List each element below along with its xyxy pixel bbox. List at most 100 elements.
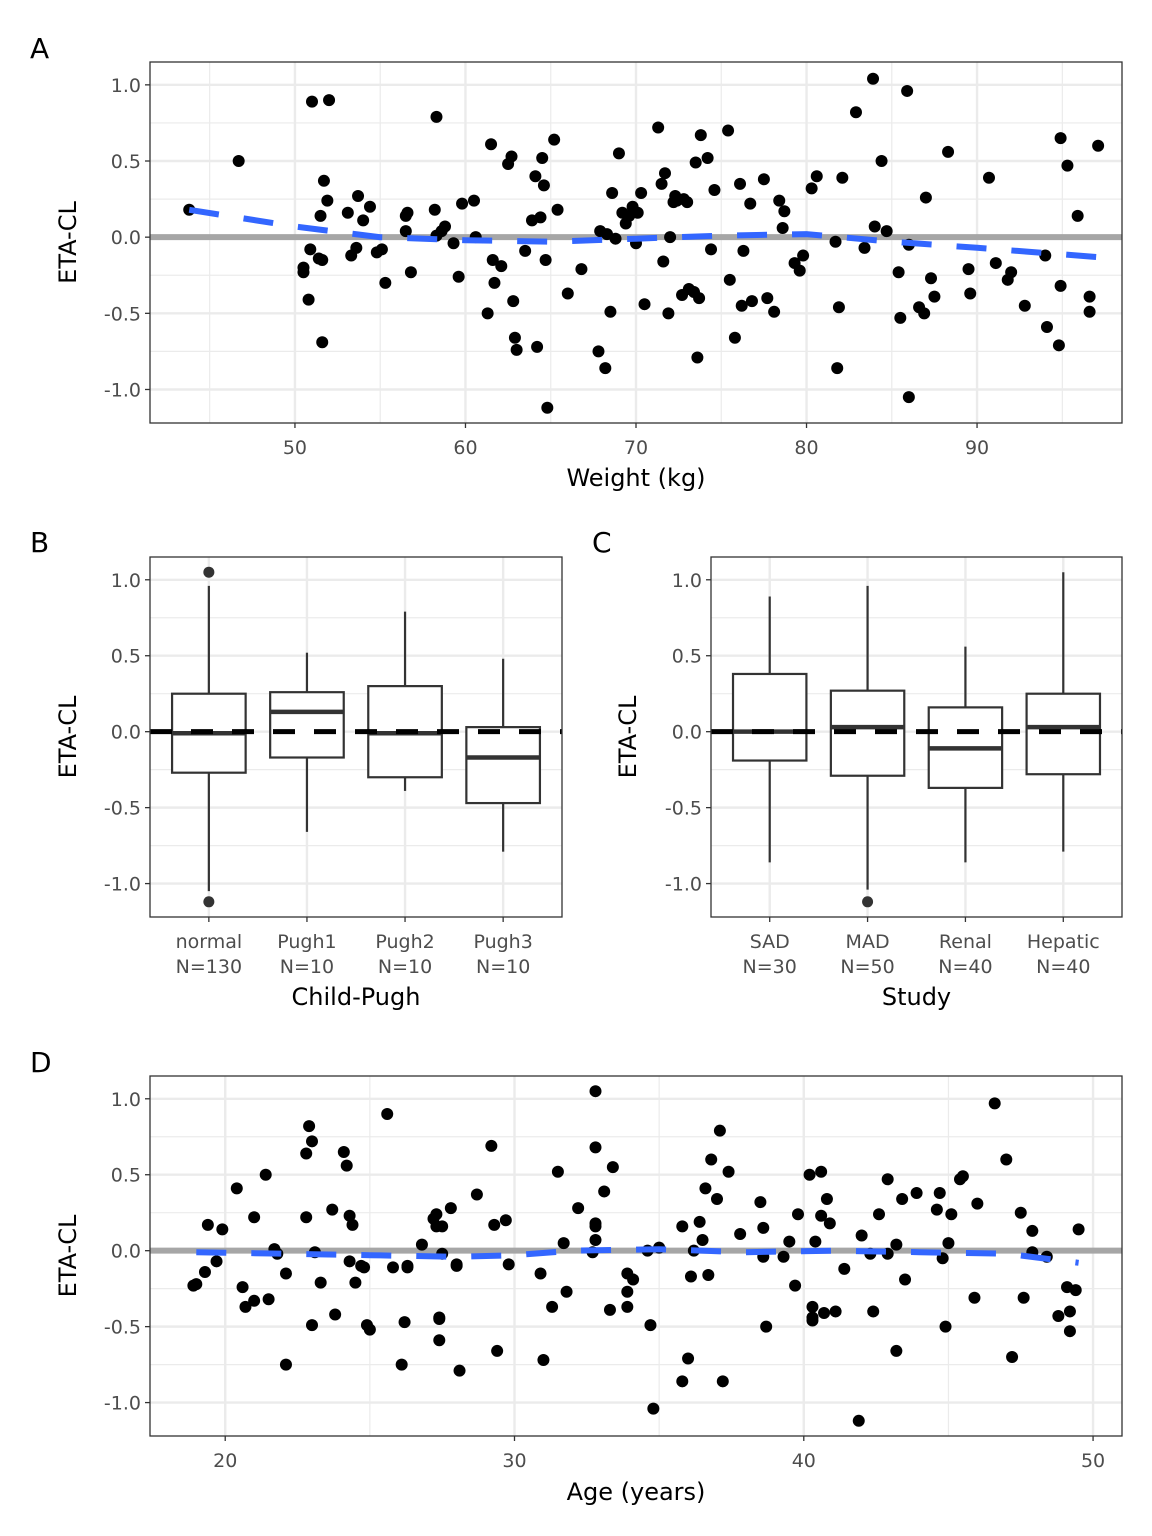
data-point <box>621 1300 634 1313</box>
data-point <box>635 186 648 199</box>
data-point <box>696 1234 709 1247</box>
x-tick-label: 80 <box>794 437 818 459</box>
data-point <box>773 194 786 207</box>
data-point <box>1083 290 1096 303</box>
data-point <box>867 72 880 85</box>
data-point <box>735 299 748 312</box>
x-axis-title: Age (years) <box>567 1478 706 1506</box>
data-point <box>658 167 671 180</box>
data-point <box>621 1285 634 1298</box>
data-point <box>300 1211 313 1224</box>
data-point <box>711 1193 723 1206</box>
data-point <box>546 1300 559 1313</box>
data-point <box>323 94 336 107</box>
data-point <box>444 1202 457 1215</box>
y-tick-label: -1.0 <box>104 379 141 401</box>
data-point <box>329 1308 342 1321</box>
data-point <box>873 1208 885 1221</box>
data-point <box>606 1161 619 1174</box>
data-point <box>693 1215 706 1228</box>
data-point <box>962 263 975 276</box>
data-point <box>557 1237 570 1250</box>
data-point <box>699 1182 712 1195</box>
x-tick-count-label: N=50 <box>840 956 894 978</box>
y-axis-title: ETA-CL <box>54 1214 82 1297</box>
data-point <box>1005 266 1018 279</box>
data-point <box>210 1255 223 1268</box>
data-point <box>609 232 622 245</box>
data-point <box>529 170 542 183</box>
data-point <box>502 1258 515 1271</box>
data-point <box>1052 1310 1065 1322</box>
plot-border <box>149 1075 1123 1437</box>
data-point <box>919 191 932 204</box>
data-point <box>855 1229 868 1242</box>
data-point <box>603 1303 616 1316</box>
smooth-trend-line <box>188 206 1097 260</box>
data-point <box>838 1262 851 1275</box>
panel-tag: B <box>30 526 49 559</box>
data-point <box>350 241 363 254</box>
data-point <box>300 1147 313 1160</box>
data-point <box>519 244 532 257</box>
data-point <box>358 1261 371 1274</box>
data-point <box>399 225 412 238</box>
data-point <box>831 362 844 375</box>
y-tick-label: 1.0 <box>672 570 702 592</box>
x-tick-label: 70 <box>624 437 648 459</box>
x-tick-label: Pugh2 <box>375 931 434 953</box>
data-point <box>470 1188 483 1201</box>
x-axis-title: Weight (kg) <box>566 464 705 492</box>
data-point <box>713 1124 726 1137</box>
data-point <box>598 1185 611 1198</box>
data-point <box>306 95 318 108</box>
x-tick-label: SAD <box>750 931 790 953</box>
data-point <box>1063 1305 1076 1318</box>
data-point <box>1072 1223 1085 1236</box>
data-point <box>818 1306 831 1319</box>
boxplot-sad <box>731 596 808 863</box>
data-point <box>722 1165 735 1178</box>
box-iqr <box>731 672 808 762</box>
data-point <box>705 243 718 256</box>
data-point <box>1071 209 1084 222</box>
x-tick-label: Pugh3 <box>473 931 532 953</box>
data-point <box>395 1358 408 1371</box>
data-point <box>375 243 388 256</box>
data-point <box>505 150 518 163</box>
data-point <box>939 1320 952 1333</box>
x-axis-title: Child-Pugh <box>292 983 421 1011</box>
x-tick-count-label: N=40 <box>1036 956 1090 978</box>
data-point <box>401 206 414 219</box>
data-point <box>705 1153 718 1166</box>
data-point <box>964 287 977 300</box>
data-point <box>880 225 893 238</box>
data-point <box>849 106 862 119</box>
data-point <box>337 1145 350 1158</box>
data-point <box>248 1294 261 1307</box>
data-point <box>942 1237 955 1250</box>
data-point <box>655 177 668 190</box>
data-point <box>820 1193 833 1206</box>
data-point <box>684 1270 697 1283</box>
data-point <box>754 1196 767 1209</box>
data-point <box>456 197 469 210</box>
data-point <box>956 1170 969 1183</box>
panel-a: 1.0 0.5 0.0 -0.5 -1.0 50 60 70 80 90 Weight (kg) ET… <box>30 32 1123 492</box>
data-point <box>534 211 547 224</box>
x-axis-title: Study <box>882 983 951 1011</box>
data-point <box>694 129 707 142</box>
data-point <box>1039 249 1052 262</box>
x-tick-label: Renal <box>939 931 992 953</box>
data-point <box>1054 279 1067 292</box>
data-point <box>428 203 441 216</box>
x-tick-label: Pugh1 <box>277 931 336 953</box>
boxplot-pugh1 <box>269 652 345 832</box>
data-point <box>363 200 376 213</box>
panel-tag: C <box>592 526 612 559</box>
data-point <box>316 336 329 349</box>
data-point <box>381 1107 394 1120</box>
data-point <box>892 266 905 279</box>
y-tick-label: -1.0 <box>104 874 141 896</box>
data-point <box>436 1220 449 1233</box>
